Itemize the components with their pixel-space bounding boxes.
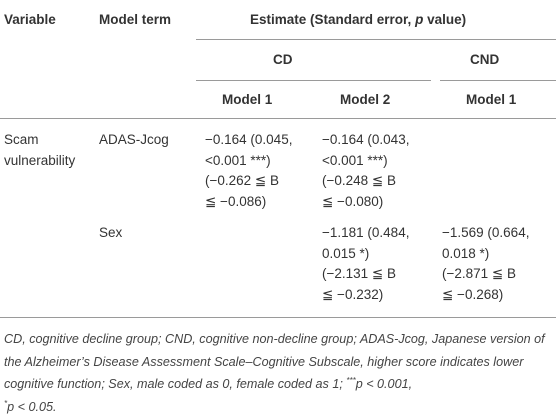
header-text: value) <box>423 12 467 27</box>
cell-line: (−2.871 ≦ B <box>442 266 516 281</box>
rule <box>0 118 556 119</box>
footnote-sup: *** <box>346 375 356 385</box>
footnote-text: CD, cognitive decline group; CND, cognit… <box>4 332 545 391</box>
cell-line: −0.164 (0.045, <box>205 132 293 147</box>
rule <box>0 317 556 318</box>
model-term: ADAS-Jcog <box>99 132 169 147</box>
model-header: Model 1 <box>466 92 517 107</box>
footnote-text: < 0.001, <box>362 377 413 391</box>
cell-line: 0.015 *) <box>322 245 370 261</box>
cell-line: −0.164 (0.043, <box>322 132 410 147</box>
group-cd: CD <box>273 52 293 67</box>
cell-line: ≦ −0.080) <box>322 193 384 209</box>
rule <box>440 80 556 81</box>
footnote-text: < 0.05. <box>14 399 57 414</box>
header-estimate: Estimate (Standard error, p value) <box>250 10 466 31</box>
estimate-cell: −0.164 (0.043, <0.001 ***) (−0.248 ≦ B ≦ −0… <box>322 130 409 212</box>
rule <box>196 80 431 81</box>
header-text: Estimate (Standard error, <box>250 12 416 27</box>
variable-line: Scam <box>4 132 39 147</box>
cell-line: (−0.248 ≦ B <box>322 173 396 188</box>
table-page: Variable Model term Estimate (Standard e… <box>0 10 556 414</box>
estimate-cell: −1.569 (0.664, 0.018 *) (−2.871 ≦ B ≦ −0.26… <box>442 223 529 305</box>
cell-line: ≦ −0.268) <box>442 286 504 302</box>
variable: Scam vulnerability <box>4 130 75 171</box>
model-term: Sex <box>99 225 123 240</box>
rule <box>196 39 556 40</box>
cell-line: (−2.131 ≦ B <box>322 266 396 281</box>
cell-line: (−0.262 ≦ B <box>205 173 279 188</box>
cell-line: −1.181 (0.484, <box>322 225 410 240</box>
cell-line: ≦ −0.232) <box>322 286 384 302</box>
header-variable: Variable <box>4 12 56 27</box>
footnote: CD, cognitive decline group; CND, cognit… <box>4 328 552 418</box>
cell-line: 0.018 *) <box>442 245 490 261</box>
variable-line: vulnerability <box>4 152 76 168</box>
estimate-cell: −1.181 (0.484, 0.015 *) (−2.131 ≦ B ≦ −0.23… <box>322 223 409 305</box>
header-p: p <box>415 12 424 27</box>
cell-line: <0.001 ***) <box>322 152 388 168</box>
group-cnd: CND <box>470 52 500 67</box>
cell-line: <0.001 ***) <box>205 152 271 168</box>
cell-line: −1.569 (0.664, <box>442 225 530 240</box>
cell-line: ≦ −0.086) <box>205 193 267 209</box>
estimate-cell: −0.164 (0.045, <0.001 ***) (−0.262 ≦ B ≦ −0… <box>205 130 292 212</box>
model-header: Model 1 <box>222 92 273 107</box>
footnote-p: p <box>355 377 363 391</box>
model-header: Model 2 <box>340 92 391 107</box>
header-model-term: Model term <box>99 12 172 27</box>
